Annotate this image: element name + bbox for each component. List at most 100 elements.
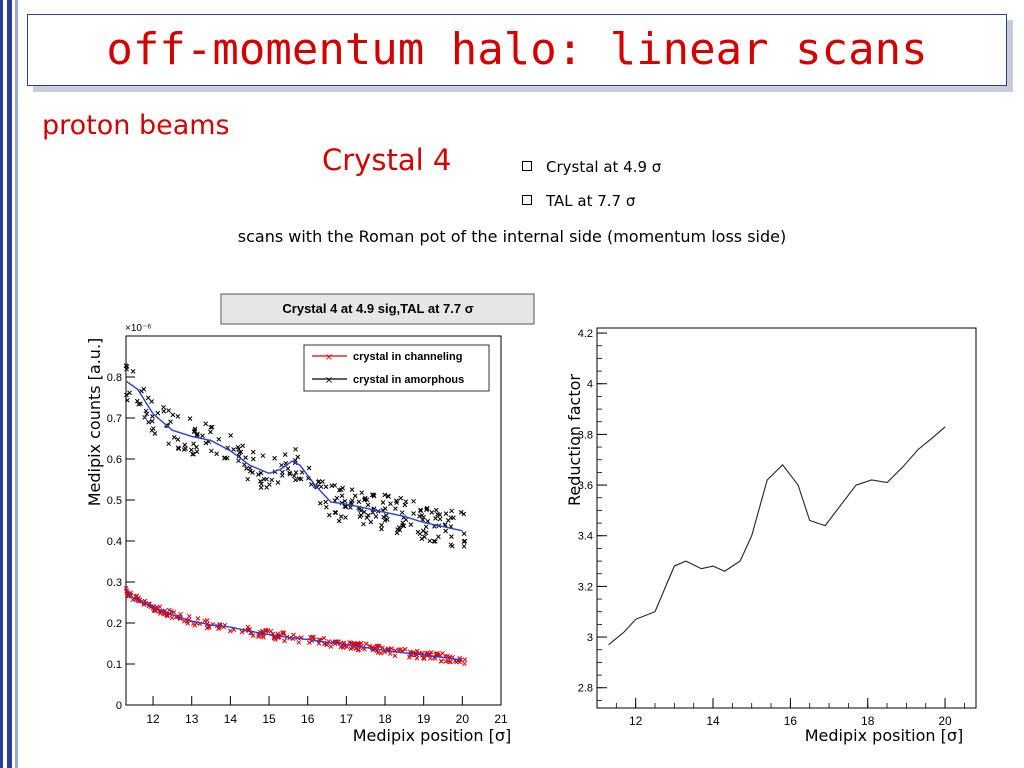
- amorphous-point: [399, 510, 405, 515]
- amorphous-point: [130, 369, 136, 374]
- amorphous-point: [182, 442, 188, 448]
- amorphous-point: [175, 437, 181, 442]
- amorphous-point: [370, 510, 376, 515]
- amorphous-point: [275, 480, 281, 485]
- amorphous-point: [209, 448, 214, 454]
- right-axes: 12 14 16 18 20 2.8 3 3.2 3.4 3.6 3.8 4 4.2: [578, 328, 965, 728]
- amorphous-point: [149, 418, 155, 424]
- left-xlabel: Medipix position [σ]: [353, 726, 512, 745]
- amorphous-point: [445, 518, 451, 523]
- bullet-text: Crystal at 4.9 σ: [546, 158, 662, 176]
- channeling-point: [239, 629, 245, 635]
- channeling-point: [306, 640, 312, 646]
- slide-title-box: off-momentum halo: linear scans: [27, 14, 1007, 86]
- y-tick-label: 3.6: [578, 480, 593, 492]
- left-edge-bar: [0, 0, 3, 768]
- x-tick-label: 16: [784, 714, 798, 728]
- amorphous-point: [359, 490, 365, 496]
- channeling-point: [296, 640, 302, 645]
- amorphous-point: [394, 500, 400, 505]
- amorphous-point: [373, 514, 379, 519]
- amorphous-point: [187, 416, 193, 421]
- y-tick-label: 0.6: [107, 454, 122, 466]
- amorphous-point: [432, 539, 438, 544]
- legend-label-amorphous: crystal in amorphous: [353, 374, 464, 386]
- left-chart-title-box: [220, 293, 535, 325]
- left-chart: Crystal 4 at 4.9 sig,TAL at 7.7 σ ×10⁻⁶ …: [85, 293, 535, 745]
- amorphous-point: [317, 500, 323, 506]
- amorphous-point: [394, 530, 400, 536]
- amorphous-point: [124, 366, 129, 372]
- channeling-point: [168, 609, 174, 614]
- amorphous-point: [209, 424, 215, 430]
- channeling-point: [421, 655, 426, 661]
- amorphous-point: [337, 487, 342, 493]
- amorphous-point: [431, 538, 437, 544]
- amorphous-point: [191, 429, 197, 435]
- right-series: [608, 426, 946, 646]
- channeling-point: [291, 632, 296, 638]
- channeling-point: [387, 651, 393, 657]
- amorphous-point: [433, 507, 439, 513]
- amorphous-point: [393, 506, 398, 511]
- amorphous-point: [242, 462, 247, 467]
- y-tick-label: 0.4: [107, 536, 122, 548]
- amorphous-point: [400, 520, 406, 526]
- amorphous-point: [127, 390, 132, 396]
- channeling-point: [438, 658, 444, 664]
- amorphous-point: [224, 455, 230, 461]
- amorphous-point: [348, 505, 353, 510]
- channeling-point: [256, 632, 262, 638]
- amorphous-point: [258, 485, 264, 491]
- amorphous-point: [231, 447, 236, 452]
- amorphous-point: [293, 446, 298, 452]
- right-chart: 12 14 16 18 20 2.8 3 3.2 3.4 3.6 3.8 4 4.2 Reduction…: [565, 327, 977, 745]
- y-tick-label: 3.2: [578, 581, 593, 593]
- amorphous-point: [296, 476, 302, 481]
- amorphous-point: [371, 492, 376, 498]
- y-tick-label: 0.8: [107, 372, 122, 384]
- amorphous-point: [333, 510, 339, 515]
- amorphous-point: [194, 444, 199, 450]
- channeling-point: [414, 655, 420, 661]
- x-tick-label: 14: [224, 712, 238, 726]
- amorphous-point: [411, 498, 416, 504]
- amorphous-point: [149, 399, 154, 404]
- amorphous-point: [403, 499, 409, 504]
- left-ylabel: Medipix counts [a.u.]: [85, 338, 104, 507]
- amorphous-point: [236, 458, 241, 464]
- amorphous-point: [269, 477, 275, 483]
- amorphous-point: [423, 530, 429, 536]
- y-exponent-label: ×10⁻⁶: [125, 323, 151, 334]
- amorphous-point: [461, 539, 467, 544]
- channeling-point: [280, 630, 285, 635]
- amorphous-point: [152, 431, 158, 436]
- x-tick-label: 14: [706, 714, 720, 728]
- channeling-point: [462, 657, 468, 662]
- amorphous-point: [418, 507, 423, 513]
- amorphous-point: [332, 510, 338, 515]
- x-tick-label: 19: [417, 712, 431, 726]
- amorphous-point: [402, 502, 408, 508]
- square-bullet-icon: [522, 161, 532, 171]
- amorphous-point: [171, 435, 177, 440]
- amorphous-point: [161, 408, 167, 414]
- amorphous-point: [443, 528, 449, 534]
- legend-marker-amorphous: ×: [325, 375, 333, 386]
- y-tick-label: 3.8: [578, 429, 593, 441]
- amorphous-point: [194, 449, 200, 455]
- channeling-point: [429, 649, 434, 655]
- right-xlabel: Medipix position [σ]: [805, 726, 964, 745]
- amorphous-point: [138, 401, 143, 407]
- amorphous-point: [214, 451, 219, 457]
- x-tick-label: 18: [861, 714, 875, 728]
- channeling-point: [398, 647, 404, 652]
- amorphous-point: [358, 508, 364, 513]
- amorphous-point: [285, 466, 291, 472]
- channeling-point: [169, 615, 175, 621]
- amorphous-point: [361, 521, 366, 527]
- amorphous-point: [349, 487, 355, 492]
- amorphous-point: [264, 485, 270, 490]
- bullet-item: TAL at 7.7 σ: [522, 192, 635, 210]
- amorphous-point: [293, 477, 298, 483]
